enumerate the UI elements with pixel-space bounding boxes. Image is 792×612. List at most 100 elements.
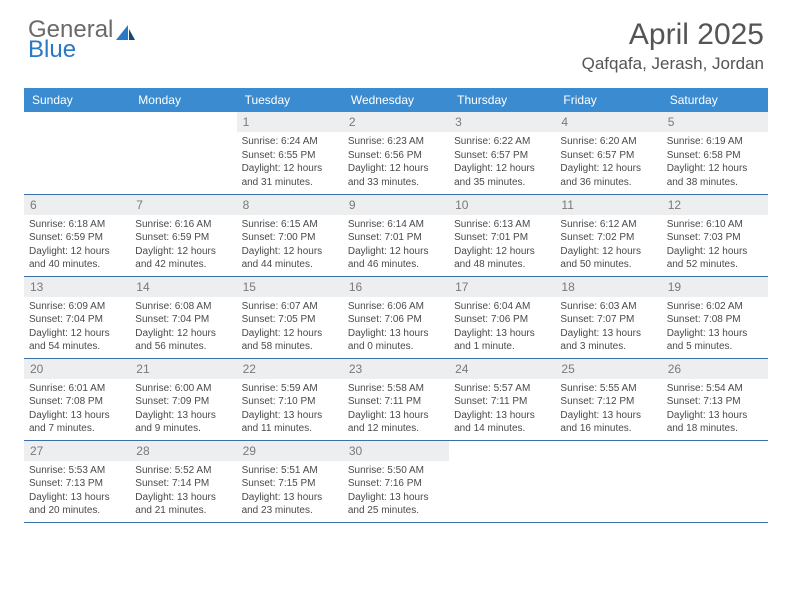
day-number: 6	[24, 195, 130, 215]
day-number: 30	[343, 441, 449, 461]
day-details: Sunrise: 6:06 AMSunset: 7:06 PMDaylight:…	[343, 297, 449, 358]
calendar-cell: 22Sunrise: 5:59 AMSunset: 7:10 PMDayligh…	[237, 358, 343, 440]
day-number: 9	[343, 195, 449, 215]
location: Qafqafa, Jerash, Jordan	[582, 54, 764, 74]
day-details: Sunrise: 5:54 AMSunset: 7:13 PMDaylight:…	[662, 379, 768, 440]
day-details: Sunrise: 6:16 AMSunset: 6:59 PMDaylight:…	[130, 215, 236, 276]
calendar-cell: 23Sunrise: 5:58 AMSunset: 7:11 PMDayligh…	[343, 358, 449, 440]
day-number: 2	[343, 112, 449, 132]
day-number: 19	[662, 277, 768, 297]
calendar-cell: 6Sunrise: 6:18 AMSunset: 6:59 PMDaylight…	[24, 194, 130, 276]
calendar-cell: 14Sunrise: 6:08 AMSunset: 7:04 PMDayligh…	[130, 276, 236, 358]
calendar-cell: ..	[662, 440, 768, 522]
day-details: Sunrise: 6:22 AMSunset: 6:57 PMDaylight:…	[449, 132, 555, 193]
day-number: 27	[24, 441, 130, 461]
calendar-cell: 5Sunrise: 6:19 AMSunset: 6:58 PMDaylight…	[662, 112, 768, 194]
day-details: Sunrise: 5:53 AMSunset: 7:13 PMDaylight:…	[24, 461, 130, 522]
day-number: 21	[130, 359, 236, 379]
calendar-body: ....1Sunrise: 6:24 AMSunset: 6:55 PMDayl…	[24, 112, 768, 522]
calendar-row: 20Sunrise: 6:01 AMSunset: 7:08 PMDayligh…	[24, 358, 768, 440]
day-number: 20	[24, 359, 130, 379]
day-details: Sunrise: 6:04 AMSunset: 7:06 PMDaylight:…	[449, 297, 555, 358]
calendar-cell: ..	[24, 112, 130, 194]
header: GeneralBlue April 2025 Qafqafa, Jerash, …	[0, 0, 792, 80]
day-details: Sunrise: 6:14 AMSunset: 7:01 PMDaylight:…	[343, 215, 449, 276]
day-details: Sunrise: 6:19 AMSunset: 6:58 PMDaylight:…	[662, 132, 768, 193]
day-number: 23	[343, 359, 449, 379]
calendar-cell: 4Sunrise: 6:20 AMSunset: 6:57 PMDaylight…	[555, 112, 661, 194]
calendar-cell: ..	[449, 440, 555, 522]
day-number: 29	[237, 441, 343, 461]
weekday-header: Saturday	[662, 88, 768, 112]
calendar-cell: 17Sunrise: 6:04 AMSunset: 7:06 PMDayligh…	[449, 276, 555, 358]
day-details: Sunrise: 6:18 AMSunset: 6:59 PMDaylight:…	[24, 215, 130, 276]
day-details: Sunrise: 6:03 AMSunset: 7:07 PMDaylight:…	[555, 297, 661, 358]
calendar-cell: 25Sunrise: 5:55 AMSunset: 7:12 PMDayligh…	[555, 358, 661, 440]
day-details: Sunrise: 6:20 AMSunset: 6:57 PMDaylight:…	[555, 132, 661, 193]
day-details: Sunrise: 6:00 AMSunset: 7:09 PMDaylight:…	[130, 379, 236, 440]
day-number: 5	[662, 112, 768, 132]
day-number: 7	[130, 195, 236, 215]
calendar-cell: ..	[130, 112, 236, 194]
month-title: April 2025	[582, 18, 764, 52]
day-details: Sunrise: 6:23 AMSunset: 6:56 PMDaylight:…	[343, 132, 449, 193]
calendar-cell: 9Sunrise: 6:14 AMSunset: 7:01 PMDaylight…	[343, 194, 449, 276]
calendar-cell: 16Sunrise: 6:06 AMSunset: 7:06 PMDayligh…	[343, 276, 449, 358]
day-number: 13	[24, 277, 130, 297]
calendar-row: 13Sunrise: 6:09 AMSunset: 7:04 PMDayligh…	[24, 276, 768, 358]
day-number: 4	[555, 112, 661, 132]
weekday-header: Monday	[130, 88, 236, 112]
weekday-header: Tuesday	[237, 88, 343, 112]
calendar-cell: 28Sunrise: 5:52 AMSunset: 7:14 PMDayligh…	[130, 440, 236, 522]
day-number: 16	[343, 277, 449, 297]
calendar-cell: 30Sunrise: 5:50 AMSunset: 7:16 PMDayligh…	[343, 440, 449, 522]
calendar-cell: 26Sunrise: 5:54 AMSunset: 7:13 PMDayligh…	[662, 358, 768, 440]
logo: GeneralBlue	[28, 18, 137, 62]
calendar-cell: 21Sunrise: 6:00 AMSunset: 7:09 PMDayligh…	[130, 358, 236, 440]
day-number: 1	[237, 112, 343, 132]
weekday-header: Sunday	[24, 88, 130, 112]
day-number: 28	[130, 441, 236, 461]
calendar-cell: 15Sunrise: 6:07 AMSunset: 7:05 PMDayligh…	[237, 276, 343, 358]
day-details: Sunrise: 6:07 AMSunset: 7:05 PMDaylight:…	[237, 297, 343, 358]
day-number: 10	[449, 195, 555, 215]
day-details: Sunrise: 6:10 AMSunset: 7:03 PMDaylight:…	[662, 215, 768, 276]
calendar-cell: 13Sunrise: 6:09 AMSunset: 7:04 PMDayligh…	[24, 276, 130, 358]
day-number: 26	[662, 359, 768, 379]
day-number: 14	[130, 277, 236, 297]
calendar-row: 27Sunrise: 5:53 AMSunset: 7:13 PMDayligh…	[24, 440, 768, 522]
day-number: 18	[555, 277, 661, 297]
calendar-cell: 19Sunrise: 6:02 AMSunset: 7:08 PMDayligh…	[662, 276, 768, 358]
day-details: Sunrise: 6:09 AMSunset: 7:04 PMDaylight:…	[24, 297, 130, 358]
calendar-cell: 20Sunrise: 6:01 AMSunset: 7:08 PMDayligh…	[24, 358, 130, 440]
day-details: Sunrise: 5:52 AMSunset: 7:14 PMDaylight:…	[130, 461, 236, 522]
day-details: Sunrise: 6:02 AMSunset: 7:08 PMDaylight:…	[662, 297, 768, 358]
day-details: Sunrise: 5:57 AMSunset: 7:11 PMDaylight:…	[449, 379, 555, 440]
day-number: 3	[449, 112, 555, 132]
calendar-cell: 7Sunrise: 6:16 AMSunset: 6:59 PMDaylight…	[130, 194, 236, 276]
day-details: Sunrise: 5:50 AMSunset: 7:16 PMDaylight:…	[343, 461, 449, 522]
day-details: Sunrise: 5:55 AMSunset: 7:12 PMDaylight:…	[555, 379, 661, 440]
calendar-cell: ..	[555, 440, 661, 522]
day-number: 24	[449, 359, 555, 379]
day-details: Sunrise: 6:24 AMSunset: 6:55 PMDaylight:…	[237, 132, 343, 193]
day-details: Sunrise: 6:12 AMSunset: 7:02 PMDaylight:…	[555, 215, 661, 276]
calendar-cell: 3Sunrise: 6:22 AMSunset: 6:57 PMDaylight…	[449, 112, 555, 194]
calendar-cell: 10Sunrise: 6:13 AMSunset: 7:01 PMDayligh…	[449, 194, 555, 276]
day-details: Sunrise: 5:58 AMSunset: 7:11 PMDaylight:…	[343, 379, 449, 440]
calendar-cell: 27Sunrise: 5:53 AMSunset: 7:13 PMDayligh…	[24, 440, 130, 522]
weekday-header: Wednesday	[343, 88, 449, 112]
day-number: 25	[555, 359, 661, 379]
day-details: Sunrise: 6:15 AMSunset: 7:00 PMDaylight:…	[237, 215, 343, 276]
logo-sail-icon	[115, 22, 137, 42]
weekday-header-row: SundayMondayTuesdayWednesdayThursdayFrid…	[24, 88, 768, 112]
calendar-cell: 8Sunrise: 6:15 AMSunset: 7:00 PMDaylight…	[237, 194, 343, 276]
title-block: April 2025 Qafqafa, Jerash, Jordan	[582, 18, 764, 74]
logo-text-2: Blue	[28, 38, 76, 62]
calendar-cell: 12Sunrise: 6:10 AMSunset: 7:03 PMDayligh…	[662, 194, 768, 276]
day-details: Sunrise: 5:59 AMSunset: 7:10 PMDaylight:…	[237, 379, 343, 440]
day-details: Sunrise: 6:13 AMSunset: 7:01 PMDaylight:…	[449, 215, 555, 276]
day-number: 8	[237, 195, 343, 215]
weekday-header: Friday	[555, 88, 661, 112]
day-details: Sunrise: 5:51 AMSunset: 7:15 PMDaylight:…	[237, 461, 343, 522]
